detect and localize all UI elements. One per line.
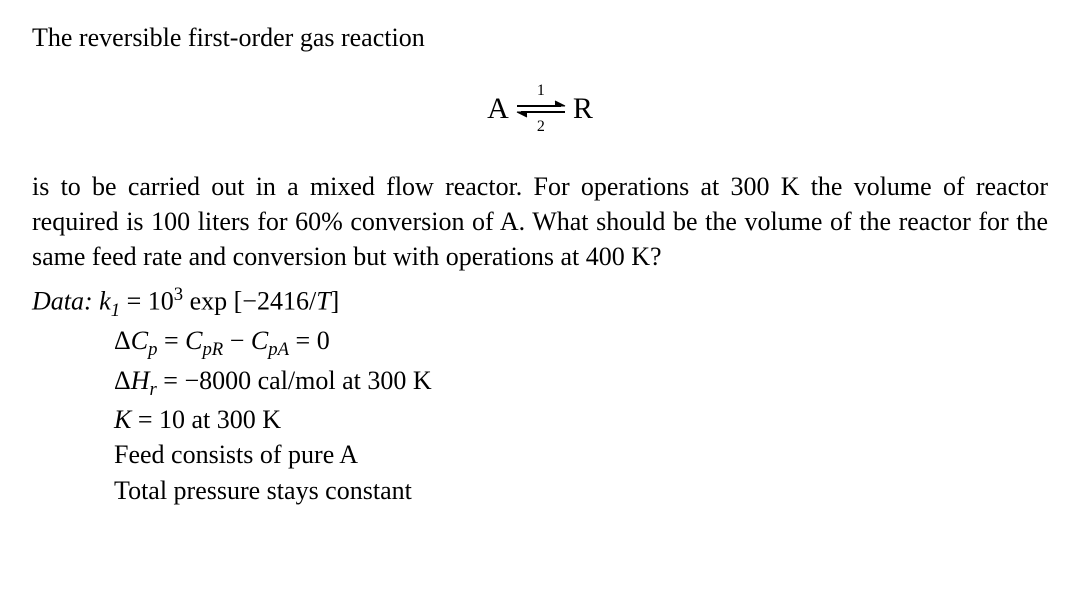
data-line-feed: Feed consists of pure A bbox=[32, 437, 1048, 472]
double-arrow-icon bbox=[515, 99, 567, 119]
cp-minus: − bbox=[223, 326, 251, 355]
dh-subr: r bbox=[150, 379, 157, 400]
intro-text: The reversible first-order gas reaction bbox=[32, 20, 1048, 55]
k1-var: k bbox=[99, 287, 111, 316]
dh-rest: = −8000 cal/mol at 300 K bbox=[157, 366, 432, 395]
forward-rate-label: 1 bbox=[537, 83, 545, 99]
dh-delta: Δ bbox=[114, 366, 131, 395]
data-line-k1: Data: k1 = 103 exp [−2416/T] bbox=[32, 282, 1048, 323]
reaction-equation: A 1 2 R bbox=[32, 73, 1048, 145]
data-line-pressure: Total pressure stays constant bbox=[32, 473, 1048, 508]
cp-C3: C bbox=[251, 326, 268, 355]
dh-H: H bbox=[131, 366, 150, 395]
data-line-dh: ΔHr = −8000 cal/mol at 300 K bbox=[32, 363, 1048, 402]
k1-rest: exp [−2416/ bbox=[183, 287, 316, 316]
data-line-K: K = 10 at 300 K bbox=[32, 402, 1048, 437]
cp-C2: C bbox=[185, 326, 202, 355]
cp-eq2: = 0 bbox=[289, 326, 330, 355]
equilibrium-arrow: 1 2 bbox=[515, 83, 567, 135]
data-line-cp: ΔCp = CpR − CpA = 0 bbox=[32, 323, 1048, 362]
body-text: is to be carried out in a mixed flow rea… bbox=[32, 169, 1048, 274]
data-prefix: Data: bbox=[32, 287, 99, 316]
species-R: R bbox=[573, 89, 593, 130]
k1-T: T bbox=[316, 287, 330, 316]
data-block: Data: k1 = 103 exp [−2416/T] ΔCp = CpR −… bbox=[32, 282, 1048, 507]
k1-close: ] bbox=[331, 287, 340, 316]
reverse-rate-label: 2 bbox=[537, 119, 545, 135]
K-var: K bbox=[114, 405, 131, 434]
k1-exp: 3 bbox=[174, 284, 183, 305]
species-A: A bbox=[487, 89, 509, 130]
reaction-inner: A 1 2 R bbox=[487, 83, 593, 135]
cp-delta: Δ bbox=[114, 326, 131, 355]
cp-C: C bbox=[131, 326, 148, 355]
cp-eq1: = bbox=[157, 326, 185, 355]
K-rest: = 10 at 300 K bbox=[131, 405, 281, 434]
cp-subpR: pR bbox=[202, 340, 223, 361]
k1-sub: 1 bbox=[111, 300, 120, 321]
k1-eq: = 10 bbox=[120, 287, 174, 316]
cp-subpA: pA bbox=[268, 340, 289, 361]
